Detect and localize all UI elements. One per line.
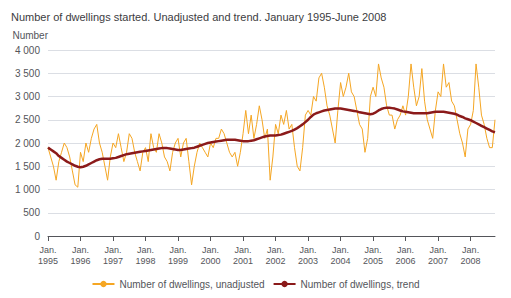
svg-text:0: 0 (34, 231, 40, 242)
svg-text:2005: 2005 (363, 256, 383, 266)
svg-text:Jan.: Jan. (462, 245, 479, 255)
svg-text:500: 500 (23, 207, 40, 218)
svg-text:Jan.: Jan. (170, 245, 187, 255)
svg-text:1 000: 1 000 (15, 184, 40, 195)
svg-text:2004: 2004 (331, 256, 351, 266)
svg-text:Number of dwellings, unadjuste: Number of dwellings, unadjusted (119, 279, 264, 290)
svg-text:Jan.: Jan. (267, 245, 284, 255)
svg-text:Number of dwellings started. U: Number of dwellings started. Unadjusted … (11, 11, 386, 23)
svg-text:3 500: 3 500 (15, 68, 40, 79)
svg-text:Jan.: Jan. (137, 245, 154, 255)
svg-text:Jan.: Jan. (72, 245, 89, 255)
svg-text:1999: 1999 (168, 256, 188, 266)
svg-text:2006: 2006 (396, 256, 416, 266)
svg-text:2007: 2007 (428, 256, 448, 266)
svg-text:Jan.: Jan. (39, 245, 56, 255)
svg-text:1996: 1996 (70, 256, 90, 266)
svg-text:2001: 2001 (233, 256, 253, 266)
svg-text:3 000: 3 000 (15, 91, 40, 102)
svg-text:2 000: 2 000 (15, 138, 40, 149)
svg-text:Jan.: Jan. (430, 245, 447, 255)
svg-text:2002: 2002 (266, 256, 286, 266)
svg-text:2003: 2003 (298, 256, 318, 266)
svg-text:1997: 1997 (103, 256, 123, 266)
svg-text:Jan.: Jan. (105, 245, 122, 255)
svg-text:Number of dwellings, trend: Number of dwellings, trend (301, 279, 420, 290)
svg-text:1 500: 1 500 (15, 161, 40, 172)
svg-text:2008: 2008 (461, 256, 481, 266)
svg-text:2 500: 2 500 (15, 114, 40, 125)
svg-text:4 000: 4 000 (15, 45, 40, 56)
svg-text:Jan.: Jan. (332, 245, 349, 255)
svg-text:2000: 2000 (201, 256, 221, 266)
svg-text:1998: 1998 (136, 256, 156, 266)
svg-text:Jan.: Jan. (202, 245, 219, 255)
svg-text:Jan.: Jan. (235, 245, 252, 255)
svg-text:Jan.: Jan. (397, 245, 414, 255)
svg-text:Number: Number (12, 30, 48, 41)
svg-text:Jan.: Jan. (365, 245, 382, 255)
svg-text:1995: 1995 (38, 256, 58, 266)
svg-text:Jan.: Jan. (300, 245, 317, 255)
